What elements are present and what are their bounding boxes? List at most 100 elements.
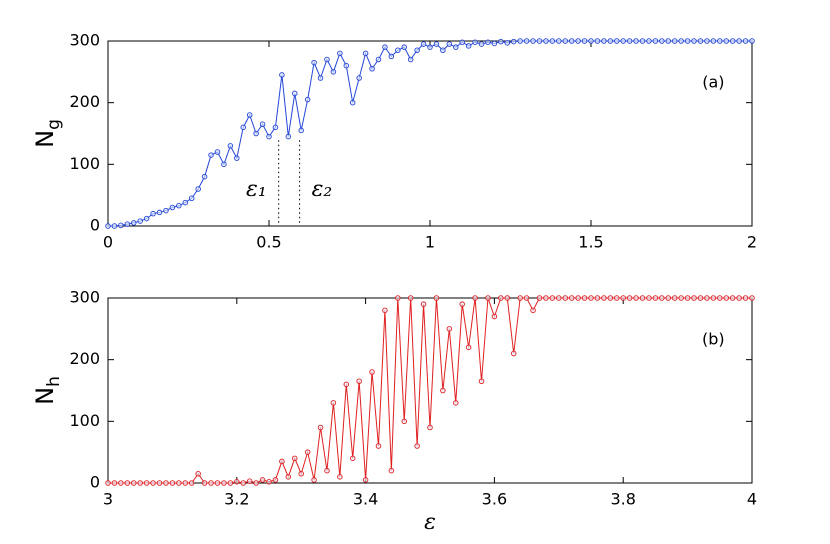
data-point — [324, 467, 330, 474]
data-point — [510, 38, 517, 45]
data-point — [646, 38, 652, 44]
data-point — [356, 75, 362, 81]
data-point — [556, 295, 562, 301]
data-point — [137, 218, 143, 224]
data-point — [646, 295, 652, 301]
data-point — [581, 295, 588, 301]
data-point — [523, 38, 530, 44]
data-point — [620, 295, 626, 301]
data-point — [549, 295, 556, 301]
data-point — [304, 96, 311, 103]
data-point — [111, 480, 118, 486]
x-axis-label: ε — [424, 510, 436, 535]
data-point — [697, 38, 704, 44]
data-point — [427, 424, 433, 431]
y-tick-label: 100 — [69, 411, 100, 430]
data-point — [253, 480, 259, 486]
data-point — [717, 295, 723, 301]
y-axis-label: Nh — [31, 376, 64, 405]
data-point — [285, 133, 292, 140]
data-point — [111, 223, 118, 229]
plot-frame — [107, 297, 753, 484]
data-point — [633, 295, 639, 301]
data-point — [453, 400, 459, 406]
data-point — [259, 477, 266, 483]
data-point — [420, 41, 427, 47]
data-point — [665, 38, 672, 44]
data-point — [221, 161, 227, 168]
data-point — [375, 443, 382, 449]
data-point — [388, 467, 395, 474]
data-point — [188, 480, 195, 486]
y-tick-label: 100 — [69, 154, 100, 173]
data-point — [472, 39, 478, 45]
data-point — [504, 40, 511, 46]
data-point — [407, 56, 414, 63]
data-point — [195, 186, 201, 192]
data-point — [729, 295, 736, 301]
data-point — [736, 38, 742, 44]
data-point — [465, 43, 472, 49]
data-point — [536, 38, 543, 44]
data-point — [292, 455, 298, 462]
y-tick-label: 200 — [69, 92, 100, 111]
data-point — [163, 207, 169, 214]
data-point — [407, 295, 414, 301]
data-point — [311, 477, 317, 483]
data-point — [536, 295, 543, 301]
data-line — [108, 40, 752, 227]
data-point — [659, 38, 665, 44]
data-point — [349, 99, 356, 106]
data-point — [246, 478, 253, 484]
data-point — [195, 471, 201, 477]
data-point — [182, 199, 189, 206]
data-point — [697, 295, 704, 301]
data-point — [337, 474, 343, 480]
data-point — [201, 173, 208, 180]
data-point — [478, 378, 485, 385]
data-point — [633, 38, 639, 44]
data-point — [678, 295, 684, 301]
x-tick-label: 3.4 — [353, 490, 378, 509]
data-point — [176, 202, 182, 209]
data-point — [749, 295, 755, 301]
data-point — [143, 215, 150, 222]
data-point — [362, 50, 369, 57]
x-tick-label: 3.8 — [610, 490, 635, 509]
data-point — [652, 295, 659, 301]
data-point — [440, 387, 446, 394]
data-point — [169, 480, 176, 486]
data-point — [485, 39, 491, 45]
data-point — [549, 38, 556, 44]
data-point — [298, 471, 304, 477]
data-point — [208, 480, 214, 486]
data-point — [614, 295, 620, 301]
data-point — [131, 480, 137, 486]
x-tick-label: 3.2 — [224, 490, 249, 509]
data-point — [124, 480, 131, 486]
data-point — [710, 38, 717, 44]
data-point — [639, 295, 646, 301]
data-point — [131, 220, 137, 226]
data-point — [601, 295, 607, 301]
data-point — [543, 295, 549, 301]
data-point — [150, 210, 156, 217]
y-tick-label: 200 — [69, 349, 100, 368]
plot-frame — [107, 40, 753, 227]
data-point — [156, 480, 163, 486]
data-point — [292, 90, 298, 97]
data-point — [234, 155, 240, 161]
data-point — [665, 295, 672, 301]
data-point — [671, 295, 678, 301]
data-point — [382, 307, 388, 314]
data-point — [266, 133, 272, 140]
data-point — [330, 69, 337, 75]
data-point — [562, 295, 568, 301]
y-label-sub: h — [44, 376, 64, 387]
data-point — [156, 209, 163, 216]
data-point — [311, 59, 317, 66]
data-point — [382, 44, 388, 50]
data-point — [317, 424, 324, 431]
data-point — [459, 39, 465, 45]
data-point — [414, 47, 420, 54]
